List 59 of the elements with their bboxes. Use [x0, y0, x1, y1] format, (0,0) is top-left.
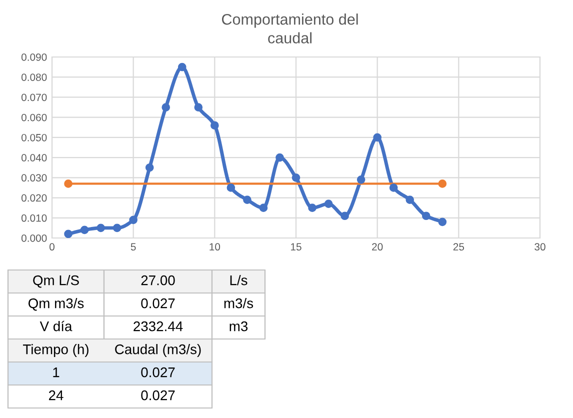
point — [356, 176, 366, 184]
y-tick-label: 0.030 — [21, 174, 47, 182]
point — [422, 212, 430, 220]
point — [406, 196, 414, 204]
point — [308, 204, 316, 212]
y-tick-label: 0.060 — [21, 114, 47, 122]
point — [438, 180, 447, 188]
point — [96, 224, 105, 232]
text: 0.027 — [141, 367, 175, 378]
text: 1 — [53, 368, 60, 378]
y-tick-label: 0.050 — [21, 134, 47, 142]
point — [373, 133, 382, 142]
x-tick-label: 10 — [210, 243, 220, 251]
point — [292, 174, 300, 182]
text: Qm m3/s — [28, 298, 84, 311]
text: Qm L/S — [33, 275, 79, 288]
y-tick-label: 0.020 — [21, 194, 47, 202]
y-tick-label: 0.040 — [21, 154, 47, 162]
chart-title: Comportamiento del caudal — [222, 14, 358, 44]
point — [276, 153, 284, 162]
point — [210, 121, 219, 130]
point — [194, 103, 203, 112]
text: L/s — [230, 275, 248, 286]
y-tick-label: 0.070 — [21, 94, 47, 102]
y-tick-label: 0.090 — [21, 54, 47, 61]
point — [80, 226, 89, 234]
point — [438, 218, 447, 226]
x-tick-label: 20 — [372, 243, 383, 251]
x-tick-label: 30 — [534, 243, 546, 251]
text: Caudal (m3/s) — [115, 344, 201, 357]
text: 0.027 — [141, 298, 175, 308]
point — [226, 184, 236, 192]
text: V día — [40, 320, 72, 332]
text: 24 — [48, 390, 64, 400]
point — [162, 103, 170, 112]
point — [324, 200, 333, 208]
point — [259, 204, 268, 212]
y-tick-label: 0.010 — [21, 214, 47, 222]
text: m3 — [230, 321, 248, 332]
text: 2332.44 — [134, 321, 183, 332]
point — [340, 212, 349, 220]
point — [178, 62, 186, 72]
x-tick-label: 0 — [50, 243, 54, 251]
point — [129, 216, 138, 224]
x-tick-label: 25 — [453, 243, 464, 251]
x-tick-label: 15 — [291, 243, 302, 251]
text: 0.027 — [141, 390, 175, 400]
y-tick-label: 0.080 — [21, 74, 47, 81]
point — [64, 180, 72, 188]
point — [145, 163, 154, 172]
point — [243, 196, 252, 204]
point — [64, 230, 72, 238]
y-tick-label: 0.000 — [21, 234, 47, 242]
text: m3/s — [224, 298, 254, 308]
point — [112, 224, 122, 232]
x-tick-label: 5 — [130, 243, 136, 251]
text: 27.00 — [141, 275, 175, 286]
point — [389, 184, 398, 192]
text: Tiempo (h) — [23, 344, 88, 357]
